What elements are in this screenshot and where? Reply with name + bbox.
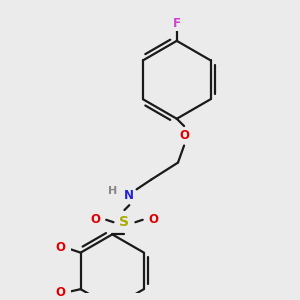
Text: F: F [173,17,181,30]
Text: O: O [55,241,65,254]
Text: O: O [149,213,159,226]
Text: S: S [119,215,129,229]
Text: N: N [124,189,134,202]
Text: H: H [108,186,117,196]
Text: O: O [55,286,65,299]
Text: O: O [179,129,189,142]
Text: O: O [90,213,100,226]
